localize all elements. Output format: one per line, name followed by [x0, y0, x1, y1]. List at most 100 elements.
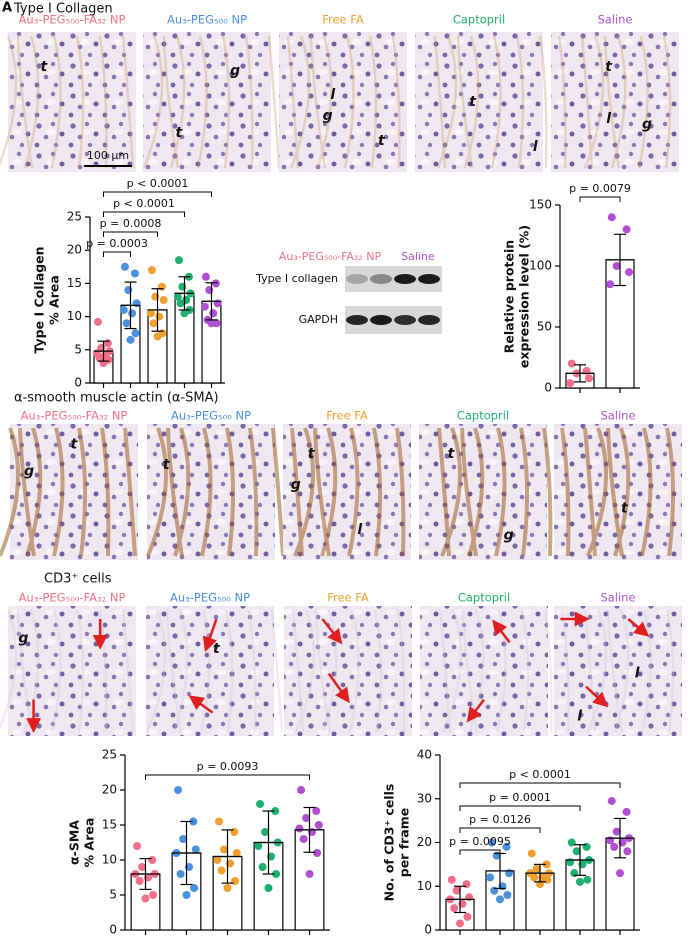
data-point	[271, 807, 280, 815]
data-point	[191, 845, 200, 854]
stain-streak	[98, 609, 108, 733]
stain-streak	[396, 609, 406, 733]
data-point	[583, 875, 592, 884]
data-point	[122, 319, 131, 328]
figure-label: A	[2, 1, 12, 16]
micrograph	[146, 606, 274, 736]
micrograph	[554, 606, 682, 736]
data-point	[486, 873, 495, 882]
structure-mark: g	[18, 631, 28, 647]
blot-band	[346, 274, 368, 284]
stain-streak	[637, 35, 649, 169]
stain-streak	[162, 35, 180, 169]
stain-streak	[373, 609, 383, 733]
data-point	[527, 849, 536, 858]
significance-bracket	[103, 251, 131, 257]
significance-bracket	[103, 231, 158, 237]
stain-streak	[52, 427, 65, 557]
data-point	[103, 339, 112, 348]
data-point	[211, 279, 220, 288]
structure-mark: t	[308, 446, 316, 462]
stain-streak	[289, 35, 311, 169]
structure-mark: t	[378, 133, 386, 149]
stain-streak	[557, 35, 567, 169]
stain	[557, 35, 672, 169]
stain-streak	[121, 35, 135, 169]
error-bar	[213, 829, 242, 884]
data-point	[616, 869, 624, 878]
data-point	[566, 379, 575, 388]
error-bar	[446, 885, 474, 914]
p-value: p = 0.0008	[100, 217, 162, 230]
group-label: Saline	[597, 13, 632, 27]
micrograph	[279, 32, 407, 172]
micrograph	[420, 606, 548, 736]
structure-mark: g	[642, 116, 652, 132]
stain-streak	[348, 609, 360, 733]
stain-streak	[100, 427, 111, 557]
y-axis-label: % Area	[82, 818, 97, 868]
p-value: p < 0.0001	[127, 177, 189, 190]
data-point	[502, 842, 511, 851]
data-point	[452, 886, 461, 895]
y-tick-label: 20	[417, 835, 432, 849]
data-point	[141, 894, 150, 903]
data-point	[567, 838, 576, 847]
stain	[145, 609, 284, 733]
error-bar	[606, 233, 634, 287]
error-bar	[486, 852, 514, 890]
data-point	[176, 870, 185, 878]
stain	[0, 427, 137, 557]
stain	[146, 427, 285, 557]
micrograph	[8, 32, 136, 172]
group-label: Captopril	[453, 13, 505, 27]
stain-streak	[436, 35, 458, 169]
stain-streak	[662, 35, 672, 169]
data-point	[576, 877, 584, 886]
p-value: p = 0.0001	[489, 791, 551, 804]
group-label: Au₃-PEG₅₀₀-FA₃₂ NP	[21, 409, 128, 423]
error-bar	[526, 863, 554, 883]
data-point	[465, 893, 474, 902]
stain-streak	[244, 35, 254, 169]
stain-streak	[75, 609, 85, 733]
stain-streak	[145, 609, 167, 733]
stain-streak	[225, 427, 236, 557]
data-point	[135, 877, 144, 885]
group-label: Au₃-PEG₅₀₀-FA₃₂ NP	[19, 13, 126, 27]
stain-streak	[391, 35, 401, 169]
significance-bracket	[459, 827, 541, 833]
stain-streak	[603, 35, 621, 169]
data-point	[213, 856, 222, 864]
data-point	[542, 860, 551, 869]
y-tick-label: 25	[102, 748, 117, 762]
micrograph	[8, 606, 136, 736]
stain-streak	[50, 609, 62, 733]
y-tick-label: 5	[74, 342, 82, 356]
stain	[0, 35, 135, 169]
stain	[560, 609, 675, 733]
data-point	[215, 817, 224, 826]
stain-streak	[142, 35, 164, 169]
data-point	[93, 317, 102, 326]
stain-streak	[368, 35, 378, 169]
stain-streak	[494, 427, 507, 557]
group-label: Saline	[600, 591, 635, 605]
stain	[142, 35, 281, 169]
y-axis-label: % Area	[47, 275, 62, 325]
data-point	[261, 828, 270, 836]
stain-streak	[294, 609, 316, 733]
y-tick-label: 150	[529, 198, 552, 212]
data-point	[503, 891, 512, 899]
error-bar	[606, 817, 634, 859]
stain-streak	[16, 35, 34, 169]
data-point	[213, 299, 222, 308]
significance-bracket	[459, 805, 581, 811]
stain-streak	[248, 427, 259, 557]
error-bar	[131, 857, 160, 891]
structure-mark: l	[577, 709, 582, 725]
data-point	[607, 213, 616, 222]
section-title: α-smooth muscle actin (α-SMA)	[14, 391, 219, 406]
data-point	[256, 800, 265, 808]
